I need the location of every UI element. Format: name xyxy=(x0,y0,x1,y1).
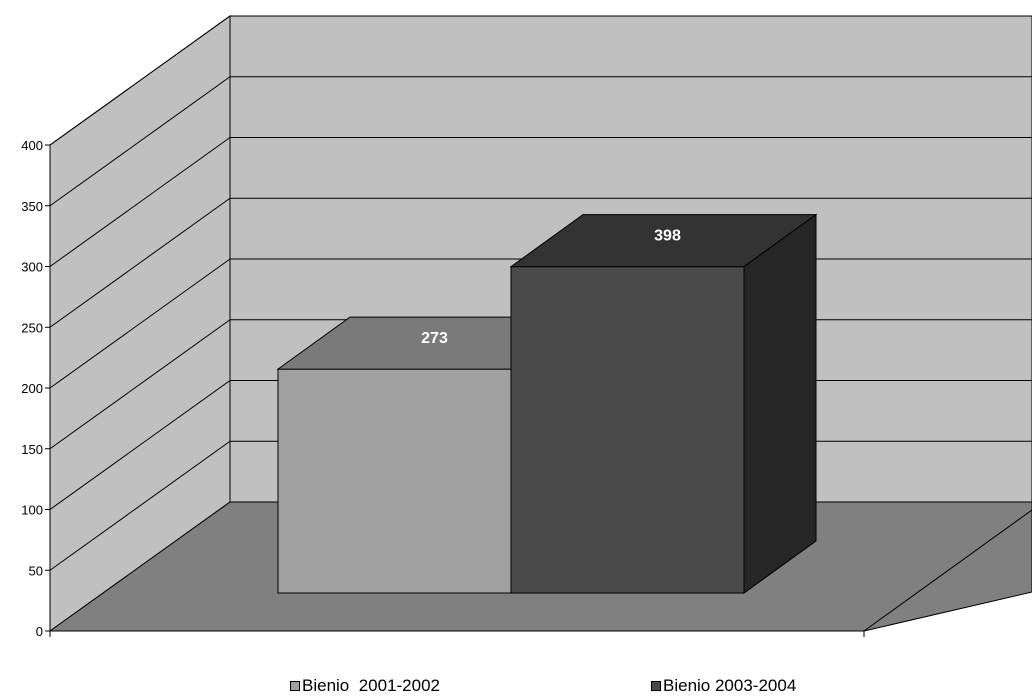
y-tick-label-4: 200 xyxy=(21,381,43,396)
bar-front-1 xyxy=(510,266,745,594)
data-labels: 273 398 xyxy=(421,228,681,348)
floor-right-edge xyxy=(863,509,1032,632)
y-tick-label-7: 350 xyxy=(21,199,43,214)
gridline-side-2 xyxy=(49,380,231,510)
bar-front-0 xyxy=(277,368,512,594)
y-axis: 0 50 100 150 200 250 300 350 400 xyxy=(21,138,1032,639)
gridline-side-3 xyxy=(49,319,231,450)
y-tick-label-8: 400 xyxy=(21,138,43,153)
legend-label-1: Bienio 2003-2004 xyxy=(663,676,797,695)
legend-label-0: Bienio 2001-2002 xyxy=(302,676,441,695)
gridline-side-1 xyxy=(49,440,231,571)
legend-swatch-0 xyxy=(290,681,300,691)
y-tick-label-3: 150 xyxy=(21,442,43,457)
gridline-side-7 xyxy=(49,76,231,207)
y-tick-label-6: 300 xyxy=(21,260,43,275)
legend-item-0: Bienio 2001-2002 xyxy=(290,676,440,696)
data-label-1: 398 xyxy=(654,228,681,245)
legend-item-1: Bienio 2003-2004 xyxy=(651,676,796,696)
gridline-side-6 xyxy=(49,137,231,267)
y-tick-label-1: 50 xyxy=(29,563,43,578)
gridline-side-4 xyxy=(49,258,231,389)
legend-swatch-1 xyxy=(651,681,661,691)
y-tick-label-0: 0 xyxy=(36,624,43,639)
legend: Bienio 2001-2002 Bienio 2003-2004 xyxy=(0,676,1032,699)
gridline-side-8 xyxy=(49,15,231,146)
data-label-0: 273 xyxy=(421,330,448,347)
gridline-side-5 xyxy=(49,197,231,328)
y-tick-label-5: 250 xyxy=(21,320,43,335)
bars xyxy=(276,213,818,594)
y-tick-label-2: 100 xyxy=(21,503,43,518)
bar-side-1 xyxy=(743,213,817,594)
